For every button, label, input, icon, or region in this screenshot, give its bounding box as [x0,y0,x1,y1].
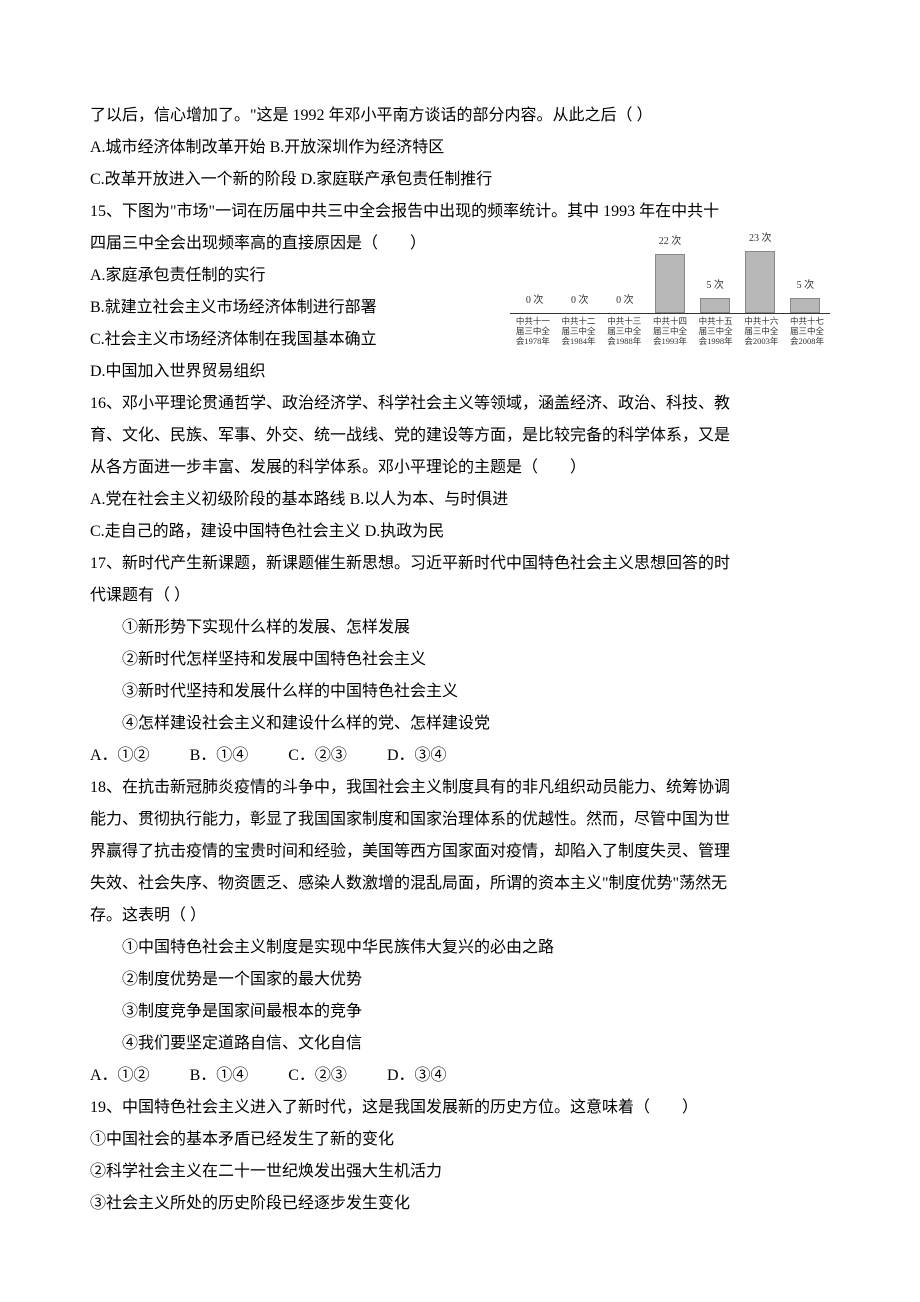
q16-opt-c: C.走自己的路，建设中国特色社会主义 [90,523,361,540]
chart-bar-col: 0 次 [605,291,645,313]
chart-xlabel: 中共十五届三中全会1998年 [696,314,736,347]
q17-options: A．①② B．①④ C．②③ D．③④ [90,740,830,772]
chart-xlabel: 中共十一届三中全会1978年 [513,314,553,347]
q18-line2: 能力、贯彻执行能力，彰显了我国国家制度和国家治理体系的优越性。然而，尽管中国为世 [90,804,830,836]
chart-xlabel: 中共十四届三中全会1993年 [650,314,690,347]
q18-line1: 18、在抗击新冠肺炎疫情的斗争中，我国社会主义制度具有的非凡组织动员能力、统筹协… [90,772,830,804]
chart-xlabel: 中共十七届三中全会2008年 [787,314,827,347]
q15-opt-b: B.就建立社会主义市场经济体制进行部署 [90,292,490,324]
chart-bar-col: 5 次 [785,276,825,313]
chart-bar [745,251,775,313]
q18-opt-b: B．①④ [190,1060,249,1092]
q19-o1: ①中国社会的基本矛盾已经发生了新的变化 [90,1124,830,1156]
chart-xlabel: 中共十六届三中全会2003年 [741,314,781,347]
q15-chart: 0 次0 次0 次22 次5 次23 次5 次 中共十一届三中全会1978年中共… [510,233,830,347]
chart-bar-label: 0 次 [571,291,589,311]
q17-o4: ④怎样建设社会主义和建设什么样的党、怎样建设党 [90,708,830,740]
chart-bar-col: 5 次 [695,276,735,313]
q18-o1: ①中国特色社会主义制度是实现中华民族伟大复兴的必由之路 [90,932,830,964]
q14-options-row1: A.城市经济体制改革开始 B.开放深圳作为经济特区 [90,132,830,164]
chart-bar-col: 0 次 [515,291,555,313]
q18-options: A．①② B．①④ C．②③ D．③④ [90,1060,830,1092]
q16-options-row2: C.走自己的路，建设中国特色社会主义 D.执政为民 [90,516,830,548]
q18-o2: ②制度优势是一个国家的最大优势 [90,964,830,996]
q18-line4: 失效、社会失序、物资匮乏、感染人数激增的混乱局面，所谓的资本主义"制度优势"荡然… [90,868,830,900]
q17-line1: 17、新时代产生新课题，新课题催生新思想。习近平新时代中国特色社会主义思想回答的… [90,548,830,580]
q16-opt-a: A.党在社会主义初级阶段的基本路线 [90,491,346,508]
q17-opt-c: C．②③ [288,740,347,772]
chart-bar [655,254,685,313]
q15-stem1: 15、下图为"市场"一词在历届中共三中全会报告中出现的频率统计。其中 1993 … [90,196,830,228]
q18-opt-c: C．②③ [288,1060,347,1092]
q17-o2: ②新时代怎样坚持和发展中国特色社会主义 [90,644,830,676]
q14-pretext: 了以后，信心增加了。"这是 1992 年邓小平南方谈话的部分内容。从此之后（ ） [90,100,830,132]
q14-opt-a: A.城市经济体制改革开始 [90,139,266,156]
q18-opt-d: D．③④ [387,1060,447,1092]
q16-options-row1: A.党在社会主义初级阶段的基本路线 B.以人为本、与时俱进 [90,484,830,516]
chart-bar-label: 5 次 [706,276,724,296]
q17-line2: 代课题有（ ） [90,580,830,612]
q14-options-row2: C.改革开放进入一个新的阶段 D.家庭联产承包责任制推行 [90,164,830,196]
q18-line3: 界赢得了抗击疫情的宝贵时间和经验，美国等西方国家面对疫情，却陷入了制度失灵、管理 [90,836,830,868]
q14-opt-d: D.家庭联产承包责任制推行 [301,171,493,188]
chart-bar-col: 23 次 [740,229,780,313]
chart-bar-label: 22 次 [659,232,682,252]
q19-o3: ③社会主义所处的历史阶段已经逐步发生变化 [90,1188,830,1220]
q17-opt-a: A．①② [90,740,150,772]
q14-opt-b: B.开放深圳作为经济特区 [270,139,445,156]
q16-opt-b: B.以人为本、与时俱进 [350,491,509,508]
q15-opt-c: C.社会主义市场经济体制在我国基本确立 [90,324,490,356]
q15-opt-a: A.家庭承包责任制的实行 [90,260,490,292]
chart-bar-label: 23 次 [749,229,772,249]
q16-line1: 16、邓小平理论贯通哲学、政治经济学、科学社会主义等领域，涵盖经济、政治、科技、… [90,388,830,420]
q15-opt-d: D.中国加入世界贸易组织 [90,356,490,388]
chart-bar-col: 0 次 [560,291,600,313]
q18-o3: ③制度竞争是国家间最根本的竞争 [90,996,830,1028]
chart-bar [700,298,730,313]
q16-line2: 育、文化、民族、军事、外交、统一战线、党的建设等方面，是比较完备的科学体系，又是 [90,420,830,452]
q19-line1: 19、中国特色社会主义进入了新时代，这是我国发展新的历史方位。这意味着（ ） [90,1092,830,1124]
chart-xlabel: 中共十三届三中全会1988年 [604,314,644,347]
chart-bar-label: 0 次 [616,291,634,311]
q19-o2: ②科学社会主义在二十一世纪焕发出强大生机活力 [90,1156,830,1188]
q14-opt-c: C.改革开放进入一个新的阶段 [90,171,297,188]
q15-stem2: 四届三中全会出现频率高的直接原因是（ ） [90,228,490,260]
chart-bar-label: 5 次 [797,276,815,296]
q16-line3: 从各方面进一步丰富、发展的科学体系。邓小平理论的主题是（ ） [90,452,830,484]
q16-opt-d: D.执政为民 [365,523,445,540]
chart-bar [790,298,820,313]
q17-opt-b: B．①④ [190,740,249,772]
q17-o3: ③新时代坚持和发展什么样的中国特色社会主义 [90,676,830,708]
q17-o1: ①新形势下实现什么样的发展、怎样发展 [90,612,830,644]
q18-opt-a: A．①② [90,1060,150,1092]
chart-xlabel: 中共十二届三中全会1984年 [559,314,599,347]
q18-line5: 存。这表明（ ） [90,900,830,932]
q18-o4: ④我们要坚定道路自信、文化自信 [90,1028,830,1060]
q17-opt-d: D．③④ [387,740,447,772]
chart-bar-label: 0 次 [526,291,544,311]
chart-bar-col: 22 次 [650,232,690,313]
